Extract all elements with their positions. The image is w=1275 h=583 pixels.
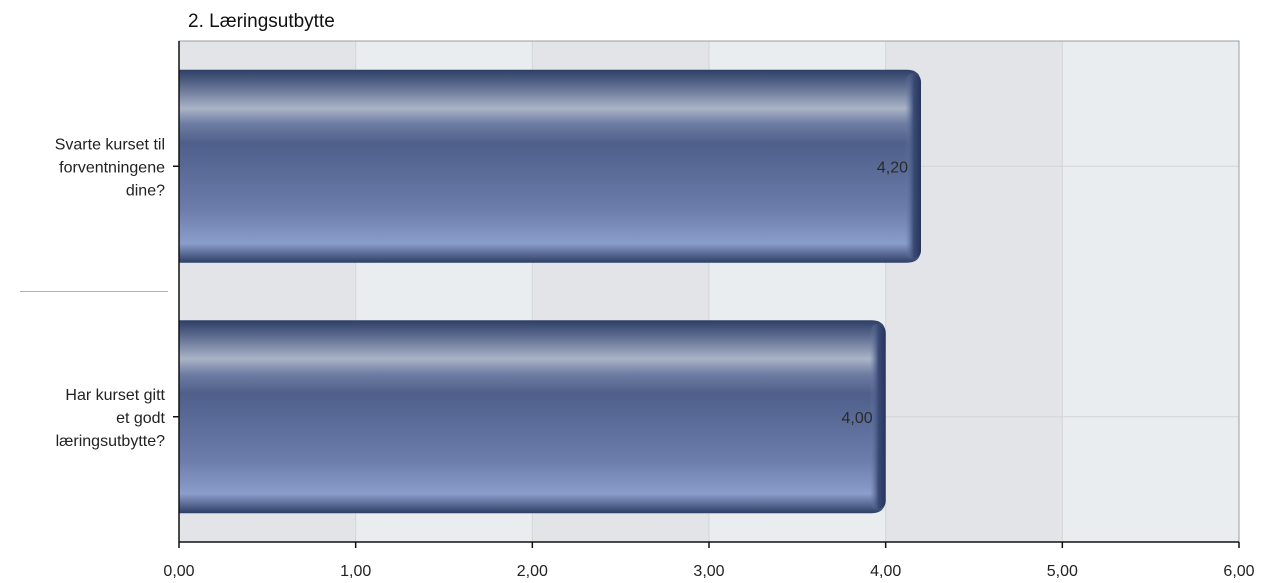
bars xyxy=(179,69,921,514)
bar-end-cap xyxy=(905,73,921,259)
bar xyxy=(179,69,921,263)
value-label: 4,00 xyxy=(842,410,873,427)
category-label-line: Har kurset gitt xyxy=(65,387,165,404)
category-label-line: Svarte kurset til xyxy=(55,136,165,153)
bar-body xyxy=(179,69,921,263)
x-tick-label: 0,00 xyxy=(163,563,194,580)
value-labels: 4,20 4,00 xyxy=(842,159,909,427)
category-label-line: forventningene xyxy=(59,159,165,176)
bar-body xyxy=(179,320,886,514)
category-labels: Svarte kurset til forventningene dine? Har … xyxy=(55,136,166,450)
x-tick-label: 2,00 xyxy=(517,563,548,580)
axes xyxy=(20,41,1240,548)
x-tick-label: 3,00 xyxy=(693,563,724,580)
plot-band xyxy=(1062,41,1239,542)
tick-labels: 0,00 1,00 2,00 3,00 4,00 5,00 6,00 xyxy=(163,563,1254,580)
value-label: 4,20 xyxy=(877,159,908,176)
category-label-line: et godt xyxy=(116,410,165,427)
x-tick-label: 6,00 xyxy=(1223,563,1254,580)
x-tick-label: 1,00 xyxy=(340,563,371,580)
category-label-line: læringsutbytte? xyxy=(56,433,165,450)
chart-title: 2. Læringsutbytte xyxy=(188,11,335,32)
bar xyxy=(179,320,886,514)
x-tick-label: 4,00 xyxy=(870,563,901,580)
category-label-line: dine? xyxy=(126,182,165,199)
category-label: Har kurset gitt et godt læringsutbytte? xyxy=(56,387,166,450)
category-label: Svarte kurset til forventningene dine? xyxy=(55,136,165,199)
bar-end-cap xyxy=(869,324,886,510)
x-tick-label: 5,00 xyxy=(1047,563,1078,580)
